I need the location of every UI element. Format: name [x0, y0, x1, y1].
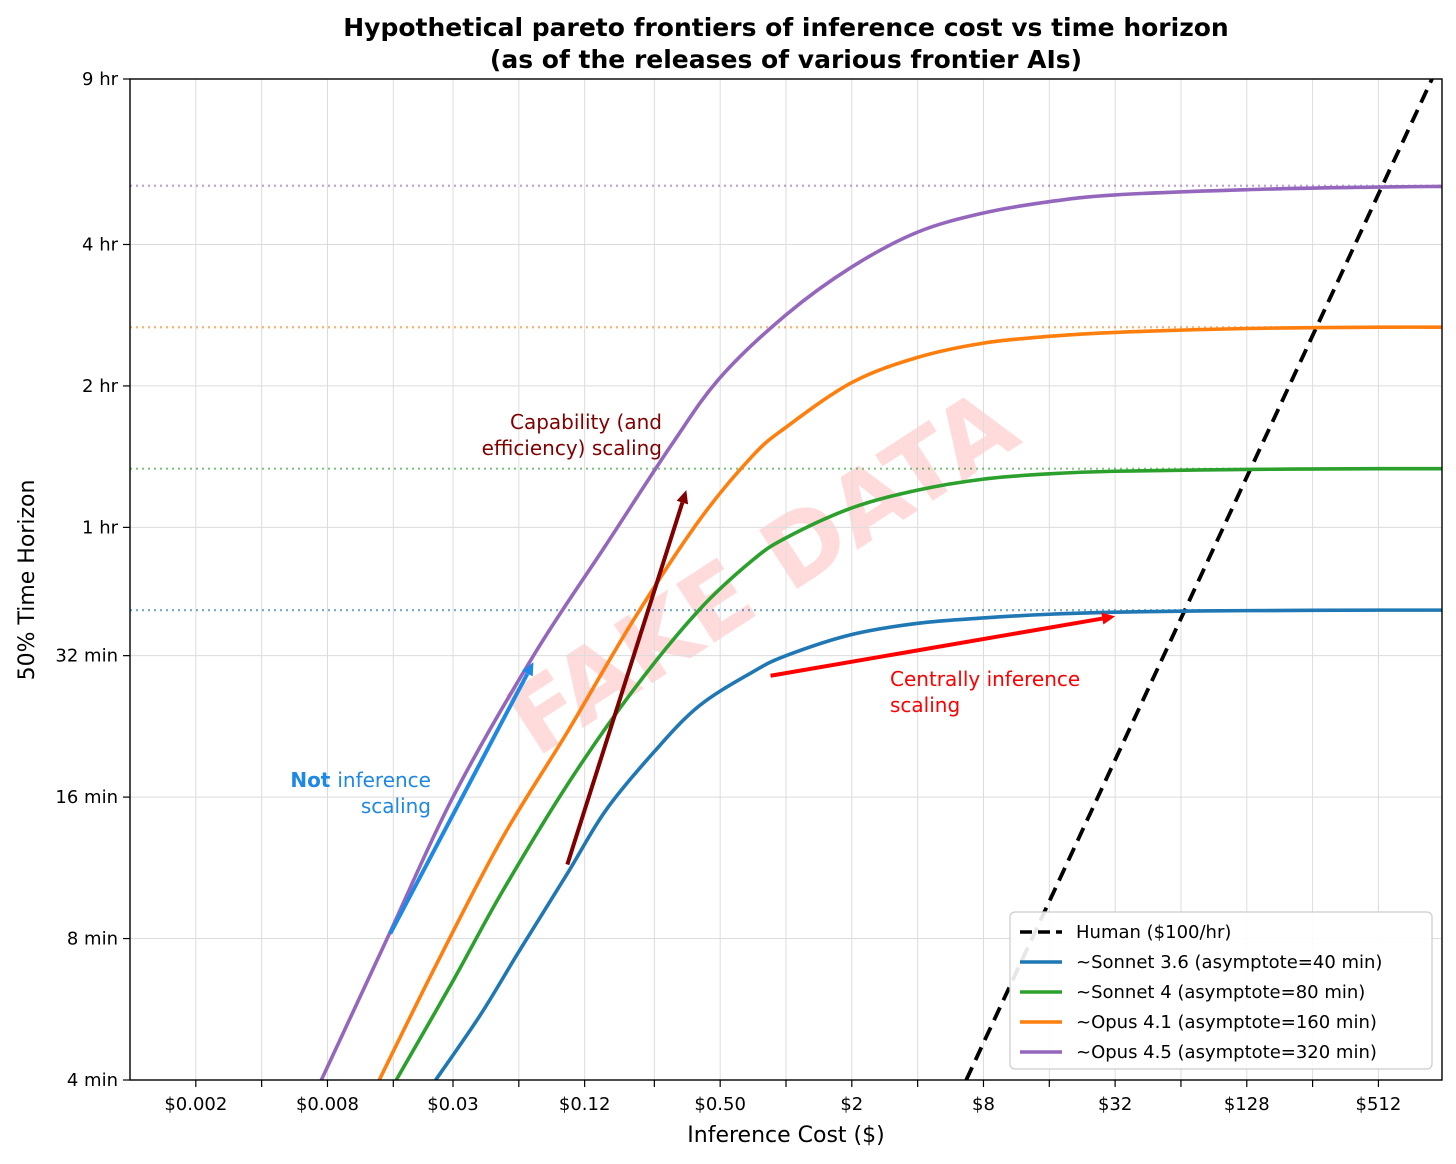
annotation-not-inference-line: scaling [361, 794, 431, 818]
chart-title: Hypothetical pareto frontiers of inferen… [343, 13, 1228, 42]
x-axis-label: Inference Cost ($) [687, 1123, 884, 1148]
x-tick-label: $0.12 [559, 1094, 611, 1115]
series-line-sonnet-4-asymptote-80-min [394, 466, 1442, 1080]
plot-frame [129, 78, 1443, 1081]
chart-subtitle: (as of the releases of various frontier … [490, 45, 1082, 74]
y-tick-label: 4 min [67, 1070, 118, 1091]
y-tick-label: 8 min [67, 929, 118, 950]
series-line-sonnet-3-6-asymptote-40-min [434, 608, 1442, 1080]
y-tick-label: 32 min [55, 646, 118, 667]
x-tick-label: $32 [1098, 1094, 1132, 1115]
legend-entry: ~Opus 4.5 (asymptote=320 min) [1076, 1042, 1377, 1063]
annotation-arrow-0-head [676, 490, 689, 505]
legend-entry: ~Opus 4.1 (asymptote=160 min) [1076, 1012, 1377, 1033]
series-line-opus-4-1-asymptote-160-min [377, 325, 1442, 1080]
legend-box [1009, 911, 1433, 1070]
legend-entry: ~Sonnet 3.6 (asymptote=40 min) [1076, 952, 1382, 973]
y-tick-label: 2 hr [82, 376, 119, 397]
annotation-not-bold: Not [290, 768, 337, 792]
legend-entry: Human ($100/hr) [1076, 922, 1231, 943]
x-tick-label: $128 [1224, 1094, 1270, 1115]
y-tick-label: 1 hr [82, 517, 119, 538]
annotation-not-inference-line: Not inference [290, 768, 431, 792]
annotation-arrow-2-head [522, 662, 534, 677]
y-axis-label: 50% Time Horizon [15, 480, 40, 681]
x-tick-label: $0.002 [164, 1094, 227, 1115]
x-tick-label: $0.03 [427, 1094, 479, 1115]
x-tick-label: $0.50 [694, 1094, 746, 1115]
annotation-inference-line: Centrally inference [890, 667, 1080, 691]
annotation-capability-line: Capability (and [510, 410, 662, 434]
annotation-capability-line: efficiency) scaling [482, 436, 662, 460]
y-tick-label: 16 min [55, 787, 118, 808]
annotation-arrow-1-head [1101, 612, 1116, 625]
axes: $0.002 $0.008 $0.03 $0.12 $0.50 $2 $8 $32 $128 $5… [55, 69, 1443, 1115]
y-tick-label: 4 hr [82, 234, 119, 255]
annotation-not-rest: inference [337, 768, 431, 792]
x-tick-label: $2 [840, 1094, 863, 1115]
annotation-inference-line: scaling [890, 693, 960, 717]
x-tick-label: $0.008 [296, 1094, 359, 1115]
y-tick-label: 9 hr [82, 69, 119, 90]
x-tick-label: $8 [972, 1094, 995, 1115]
annotation-arrow-1-shaft [770, 616, 1103, 678]
legend: Human ($100/hr) ~Sonnet 3.6 (asymptote=40… [1009, 911, 1433, 1070]
series-line-opus-4-5-asymptote-320-min [319, 184, 1442, 1080]
legend-entry: ~Sonnet 4 (asymptote=80 min) [1076, 982, 1365, 1003]
annotation-arrow-0-shaft [565, 501, 685, 866]
annotation-arrow-2-shaft [388, 672, 530, 935]
x-tick-label: $512 [1356, 1094, 1402, 1115]
